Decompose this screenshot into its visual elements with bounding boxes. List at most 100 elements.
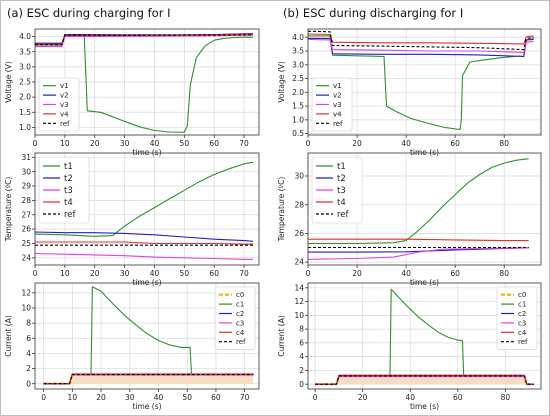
y-tick-label: 24 <box>21 253 31 262</box>
y-tick-label: 26 <box>21 225 31 234</box>
y-axis-label: Temperature (ºC) <box>277 177 286 243</box>
legend-label-t4: t4 <box>337 198 346 208</box>
x-axis-label: time (s) <box>410 402 439 411</box>
chart-4: 0 10 20 30 40 50 60 70 0 2 4 6 8 10 12 time (s) Current … <box>4 282 260 411</box>
legend-label-c4: c4 <box>518 329 527 337</box>
legend-label-t2: t2 <box>337 174 346 184</box>
y-tick-label: 12 <box>294 297 304 306</box>
chart-0: 0 10 20 30 40 50 60 70 1.0 1.5 2.0 2.5 3.0 3.5 4.0 time… <box>4 28 260 157</box>
series-line-ref <box>35 34 254 46</box>
x-tick-label: 60 <box>453 393 463 402</box>
chart-5: 0 20 40 60 80 0 2 4 6 8 10 12 14 time (s) Current (A) c… <box>277 282 542 411</box>
x-tick-label: 50 <box>182 393 192 402</box>
legend-label-c0: c0 <box>518 291 526 299</box>
y-axis-label: Temperature (ºC) <box>4 177 13 243</box>
y-tick-label: 3.5 <box>19 47 31 56</box>
legend-label-v1: v1 <box>333 82 342 90</box>
legend-label-t3: t3 <box>337 186 346 196</box>
y-tick-label: 4.0 <box>292 33 304 42</box>
x-tick-label: 80 <box>499 269 509 278</box>
x-tick-label: 70 <box>240 393 250 402</box>
series-line-ref <box>43 374 254 385</box>
panel-title-a: (a) ESC during charging for I <box>7 6 171 20</box>
y-tick-label: 8 <box>26 319 31 328</box>
series-line-v4 <box>308 33 534 45</box>
legend-label-c1: c1 <box>236 301 244 309</box>
legend-label-ref: ref <box>60 120 70 128</box>
x-tick-label: 0 <box>313 393 318 402</box>
legend-label-c2: c2 <box>518 310 526 318</box>
y-tick-label: 1.0 <box>292 115 304 124</box>
y-tick-label: 6 <box>26 334 31 343</box>
y-tick-label: 0 <box>26 379 31 388</box>
legend-label-v4: v4 <box>60 110 69 118</box>
x-tick-label: 60 <box>211 393 221 402</box>
legend-label-c3: c3 <box>518 319 526 327</box>
y-tick-label: 8 <box>299 325 304 334</box>
y-tick-label: 25 <box>21 239 31 248</box>
y-tick-label: 2 <box>26 364 31 373</box>
series-line-v3 <box>308 38 534 53</box>
y-tick-label: 30 <box>21 167 31 176</box>
y-tick-label: 10 <box>294 311 304 320</box>
x-tick-label: 20 <box>352 269 362 278</box>
series-line-t3 <box>308 247 529 260</box>
x-tick-label: 0 <box>41 393 46 402</box>
y-tick-label: 1.5 <box>292 102 304 111</box>
x-axis-label: time (s) <box>132 402 161 411</box>
x-tick-label: 0 <box>306 269 311 278</box>
legend-label-v3: v3 <box>60 101 69 109</box>
x-tick-label: 40 <box>150 139 160 148</box>
area-c0 <box>315 375 534 385</box>
legend-label-c2: c2 <box>236 310 244 318</box>
series-line-ref <box>315 375 534 385</box>
x-tick-label: 70 <box>239 139 249 148</box>
legend-label-v4: v4 <box>333 110 342 118</box>
x-tick-label: 60 <box>209 269 219 278</box>
y-axis-label: Current (A) <box>277 315 286 357</box>
series-line-t4 <box>35 241 253 245</box>
x-tick-label: 60 <box>450 139 460 148</box>
y-tick-label: 10 <box>21 304 31 313</box>
legend-label-c0: c0 <box>236 291 244 299</box>
y-tick-label: 2.0 <box>292 88 304 97</box>
series-line-t4 <box>308 238 529 242</box>
chart-3: 0 20 40 60 80 24 26 28 30 time (s) Temperature (ºC… <box>277 152 542 287</box>
y-tick-label: 28 <box>294 200 304 209</box>
legend-label-c3: c3 <box>236 319 244 327</box>
area-c0 <box>43 374 254 384</box>
y-tick-label: 31 <box>21 153 31 162</box>
y-axis-label: Current (A) <box>4 315 13 357</box>
legend-label-c4: c4 <box>236 329 245 337</box>
series-line-v2 <box>308 37 534 58</box>
y-tick-label: 3.0 <box>19 62 31 71</box>
x-tick-label: 0 <box>33 139 38 148</box>
series-line-ref <box>308 30 534 51</box>
x-tick-label: 40 <box>401 269 411 278</box>
plot-frame <box>34 282 260 390</box>
legend-label-t1: t1 <box>64 162 73 172</box>
x-tick-label: 80 <box>499 139 509 148</box>
x-tick-label: 40 <box>150 269 160 278</box>
x-tick-label: 50 <box>180 269 190 278</box>
y-tick-label: 27 <box>21 210 31 219</box>
y-tick-label: 3.5 <box>292 47 304 56</box>
chart-2: 0 10 20 30 40 50 60 70 24 25 26 27 28 29 30 31 time (s) T… <box>4 152 260 287</box>
plot-frame <box>307 152 542 266</box>
y-tick-label: 4 <box>299 352 304 361</box>
y-tick-label: 12 <box>21 288 31 297</box>
x-tick-label: 10 <box>60 139 70 148</box>
legend-label-v3: v3 <box>333 101 342 109</box>
legend-label-t1: t1 <box>337 162 346 172</box>
legend-label-c1: c1 <box>518 301 526 309</box>
legend-label-t4: t4 <box>64 198 73 208</box>
legend-label-v2: v2 <box>333 92 342 100</box>
x-tick-label: 30 <box>125 393 135 402</box>
y-axis-label: Voltage (V) <box>4 61 13 103</box>
y-tick-label: 1.5 <box>19 108 31 117</box>
x-tick-label: 70 <box>239 269 249 278</box>
